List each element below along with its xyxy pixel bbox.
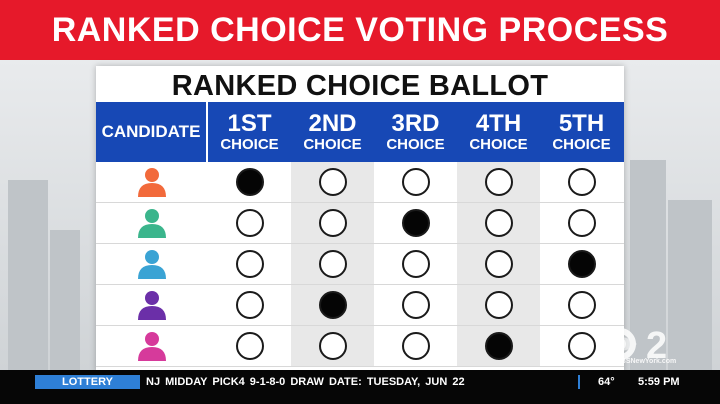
empty-bubble[interactable] (484, 209, 513, 237)
filled-bubble[interactable] (484, 332, 513, 360)
ballot-row (96, 203, 624, 244)
empty-bubble[interactable] (401, 332, 430, 360)
ballot-title: RANKED CHOICE BALLOT (171, 70, 549, 102)
choice-ordinal: 1ST (227, 110, 272, 137)
candidate-cell (96, 244, 208, 284)
svg-text:2: 2 (646, 325, 667, 367)
person-icon (138, 250, 166, 279)
empty-bubble[interactable] (484, 291, 513, 319)
ticker-divider (578, 375, 580, 389)
person-icon (138, 168, 166, 197)
filled-bubble[interactable] (401, 209, 430, 237)
choice-cell (291, 326, 374, 366)
ranked-choice-ballot: RANKED CHOICE BALLOT CANDIDATE 1ST CHOIC… (96, 66, 624, 372)
empty-bubble[interactable] (318, 209, 347, 237)
building-shape (668, 200, 712, 370)
ballot-row (96, 326, 624, 367)
empty-bubble[interactable] (484, 250, 513, 278)
choice-cell (457, 244, 540, 284)
choice-ordinal: 2ND (308, 110, 357, 137)
filled-bubble[interactable] (235, 168, 264, 196)
empty-bubble[interactable] (318, 250, 347, 278)
ticker-time: 5:59 PM (638, 376, 680, 388)
empty-bubble[interactable] (401, 168, 430, 196)
candidate-cell (96, 326, 208, 366)
headline-bar: RANKED CHOICE VOTING PROCESS (0, 0, 720, 60)
choice-cell (208, 162, 291, 202)
empty-bubble[interactable] (401, 291, 430, 319)
ticker-temperature: 64° (598, 376, 615, 388)
candidate-column-header: CANDIDATE (96, 102, 208, 162)
empty-bubble[interactable] (484, 168, 513, 196)
choice-cell (208, 326, 291, 366)
choice-cell (540, 244, 623, 284)
building-shape (630, 160, 666, 370)
empty-bubble[interactable] (318, 168, 347, 196)
ballot-row (96, 244, 624, 285)
choice-word: CHOICE (220, 136, 279, 153)
choice-word: CHOICE (469, 136, 528, 153)
choice-word: CHOICE (303, 136, 362, 153)
empty-bubble[interactable] (235, 250, 264, 278)
candidate-cell (96, 285, 208, 325)
choice-ordinal: 4TH (475, 110, 522, 137)
empty-bubble[interactable] (318, 332, 347, 360)
choice-cell (457, 326, 540, 366)
person-icon (138, 291, 166, 320)
ballot-row (96, 285, 624, 326)
choice-cell (374, 162, 457, 202)
choice-column-header-1: 1ST CHOICE (208, 102, 291, 162)
empty-bubble[interactable] (401, 250, 430, 278)
headline-title: RANKED CHOICE VOTING PROCESS (51, 10, 669, 49)
empty-bubble[interactable] (235, 209, 264, 237)
person-icon (138, 209, 166, 238)
choice-word: CHOICE (386, 136, 445, 153)
choice-cell (374, 244, 457, 284)
choice-cell (457, 203, 540, 243)
choice-cell (291, 162, 374, 202)
choice-ordinal: 5TH (558, 110, 605, 137)
logo-website: CBSNewYork.com (615, 358, 677, 365)
choice-cell (208, 203, 291, 243)
choice-cell (540, 285, 623, 325)
choice-cell (540, 203, 623, 243)
ticker-label: LOTTERY (35, 375, 140, 389)
choice-cell (457, 285, 540, 325)
choice-word: CHOICE (552, 136, 611, 153)
choice-cell (540, 326, 623, 366)
choice-ordinal: 3RD (391, 110, 440, 137)
choice-column-header-2: 2ND CHOICE (291, 102, 374, 162)
empty-bubble[interactable] (235, 332, 264, 360)
choice-cell (457, 162, 540, 202)
choice-cell (291, 244, 374, 284)
choice-column-header-3: 3RD CHOICE (374, 102, 457, 162)
choice-cell (374, 285, 457, 325)
filled-bubble[interactable] (318, 291, 347, 319)
person-icon (138, 332, 166, 361)
ballot-row (96, 162, 624, 203)
ticker-text: NJ MIDDAY PICK4 9-1-8-0 DRAW DATE: TUESD… (146, 376, 465, 388)
ballot-header-row: CANDIDATE 1ST CHOICE 2ND CHOICE 3RD CHOI… (96, 102, 624, 162)
choice-column-header-5: 5TH CHOICE (540, 102, 623, 162)
choice-cell (208, 244, 291, 284)
choice-cell (291, 203, 374, 243)
choice-cell (374, 203, 457, 243)
empty-bubble[interactable] (567, 168, 596, 196)
empty-bubble[interactable] (235, 291, 264, 319)
building-shape (50, 230, 80, 370)
choice-cell (540, 162, 623, 202)
filled-bubble[interactable] (567, 250, 596, 278)
choice-cell (208, 285, 291, 325)
candidate-cell (96, 162, 208, 202)
choice-cell (374, 326, 457, 366)
candidate-cell (96, 203, 208, 243)
cbs2-logo-icon: 2 (603, 325, 667, 367)
empty-bubble[interactable] (567, 291, 596, 319)
empty-bubble[interactable] (567, 209, 596, 237)
empty-bubble[interactable] (567, 332, 596, 360)
choice-cell (291, 285, 374, 325)
choice-column-header-4: 4TH CHOICE (457, 102, 540, 162)
building-shape (8, 180, 48, 370)
